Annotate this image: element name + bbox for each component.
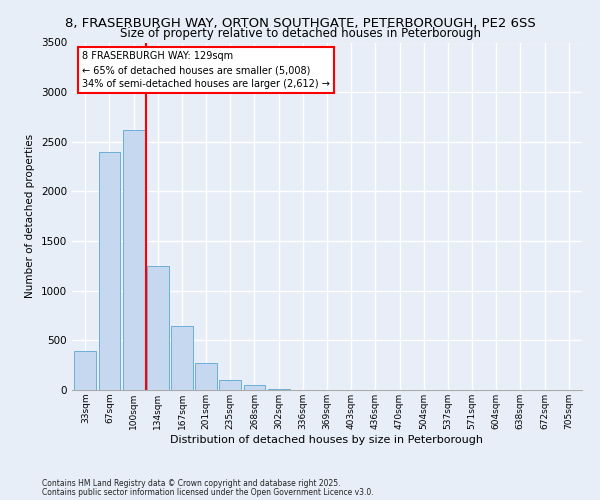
- X-axis label: Distribution of detached houses by size in Peterborough: Distribution of detached houses by size …: [170, 434, 484, 444]
- Bar: [244, 385, 265, 390]
- Bar: [74, 352, 96, 390]
- Y-axis label: Number of detached properties: Number of detached properties: [25, 134, 35, 298]
- Bar: [268, 388, 290, 390]
- Bar: [171, 326, 193, 390]
- Text: Contains HM Land Registry data © Crown copyright and database right 2025.: Contains HM Land Registry data © Crown c…: [42, 480, 341, 488]
- Bar: [98, 152, 121, 390]
- Bar: [147, 266, 169, 390]
- Bar: [123, 130, 145, 390]
- Bar: [195, 363, 217, 390]
- Text: Size of property relative to detached houses in Peterborough: Size of property relative to detached ho…: [119, 28, 481, 40]
- Text: 8, FRASERBURGH WAY, ORTON SOUTHGATE, PETERBOROUGH, PE2 6SS: 8, FRASERBURGH WAY, ORTON SOUTHGATE, PET…: [65, 18, 535, 30]
- Bar: [220, 380, 241, 390]
- Text: 8 FRASERBURGH WAY: 129sqm
← 65% of detached houses are smaller (5,008)
34% of se: 8 FRASERBURGH WAY: 129sqm ← 65% of detac…: [82, 51, 330, 89]
- Text: Contains public sector information licensed under the Open Government Licence v3: Contains public sector information licen…: [42, 488, 374, 497]
